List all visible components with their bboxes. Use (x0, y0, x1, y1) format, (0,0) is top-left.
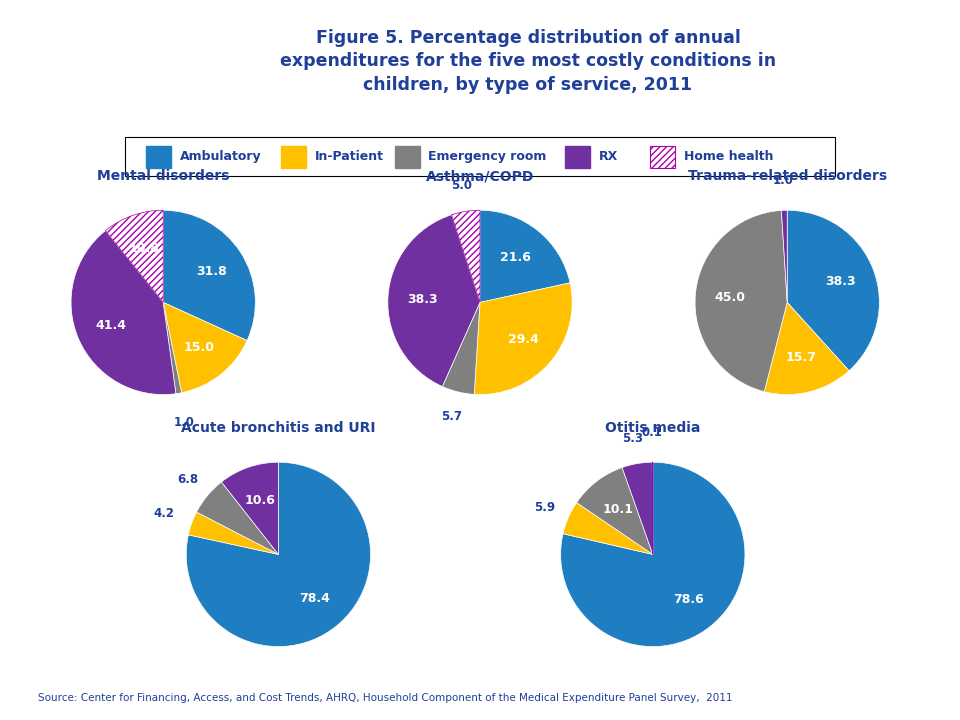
Wedge shape (563, 503, 653, 554)
Wedge shape (443, 302, 480, 395)
Text: Figure 5. Percentage distribution of annual
expenditures for the five most costl: Figure 5. Percentage distribution of ann… (280, 29, 776, 94)
Text: Source: Center for Financing, Access, and Cost Trends, AHRQ, Household Component: Source: Center for Financing, Access, an… (38, 693, 732, 703)
Wedge shape (695, 210, 787, 392)
Wedge shape (451, 210, 480, 302)
Text: 1.0: 1.0 (773, 174, 794, 187)
Bar (565, 146, 590, 168)
Wedge shape (197, 482, 278, 554)
Wedge shape (163, 302, 247, 392)
Text: 15.0: 15.0 (183, 341, 214, 354)
Bar (146, 146, 171, 168)
Title: Asthma/COPD: Asthma/COPD (426, 169, 534, 184)
Text: 4.2: 4.2 (154, 507, 175, 520)
Text: 31.8: 31.8 (196, 265, 227, 278)
Text: 45.0: 45.0 (715, 291, 746, 304)
Wedge shape (561, 462, 745, 647)
Text: 29.4: 29.4 (508, 333, 539, 346)
Wedge shape (764, 302, 849, 395)
Bar (281, 146, 306, 168)
Text: Ambulatory: Ambulatory (180, 150, 261, 163)
Text: 10.6: 10.6 (244, 494, 276, 507)
Title: Otitis media: Otitis media (605, 421, 701, 436)
Text: RX: RX (599, 150, 618, 163)
Text: 10.8: 10.8 (129, 242, 159, 255)
Wedge shape (781, 210, 787, 302)
Wedge shape (222, 462, 278, 554)
Wedge shape (622, 462, 653, 554)
Text: Emergency room: Emergency room (428, 150, 546, 163)
Title: Acute bronchitis and URI: Acute bronchitis and URI (181, 421, 375, 436)
Wedge shape (787, 210, 879, 371)
Wedge shape (163, 210, 255, 341)
Text: 6.8: 6.8 (177, 473, 198, 486)
Text: 78.6: 78.6 (673, 593, 704, 606)
Text: 5.9: 5.9 (534, 500, 555, 513)
Text: In-Patient: In-Patient (315, 150, 383, 163)
Text: Home health: Home health (684, 150, 774, 163)
Text: 1.0: 1.0 (174, 416, 194, 429)
Text: 78.4: 78.4 (299, 593, 329, 606)
Text: 5.3: 5.3 (622, 432, 643, 445)
Text: 0.1: 0.1 (642, 426, 662, 439)
Wedge shape (474, 283, 572, 395)
Text: 38.3: 38.3 (408, 293, 439, 306)
Bar (395, 146, 420, 168)
Text: 15.7: 15.7 (785, 351, 816, 364)
Wedge shape (188, 512, 278, 554)
Text: 38.3: 38.3 (826, 275, 855, 289)
Wedge shape (106, 210, 163, 302)
Bar (651, 146, 676, 168)
Text: 10.1: 10.1 (603, 503, 634, 516)
Title: Trauma-related disorders: Trauma-related disorders (687, 169, 887, 184)
Title: Mental disorders: Mental disorders (97, 169, 229, 184)
Wedge shape (388, 215, 480, 387)
Wedge shape (186, 462, 371, 647)
Wedge shape (163, 302, 181, 394)
Text: 5.0: 5.0 (451, 179, 472, 192)
Wedge shape (577, 467, 653, 554)
Text: 21.6: 21.6 (500, 251, 531, 264)
Wedge shape (480, 210, 570, 302)
Text: 5.7: 5.7 (442, 410, 463, 423)
Wedge shape (71, 230, 176, 395)
Text: 41.4: 41.4 (95, 318, 127, 332)
